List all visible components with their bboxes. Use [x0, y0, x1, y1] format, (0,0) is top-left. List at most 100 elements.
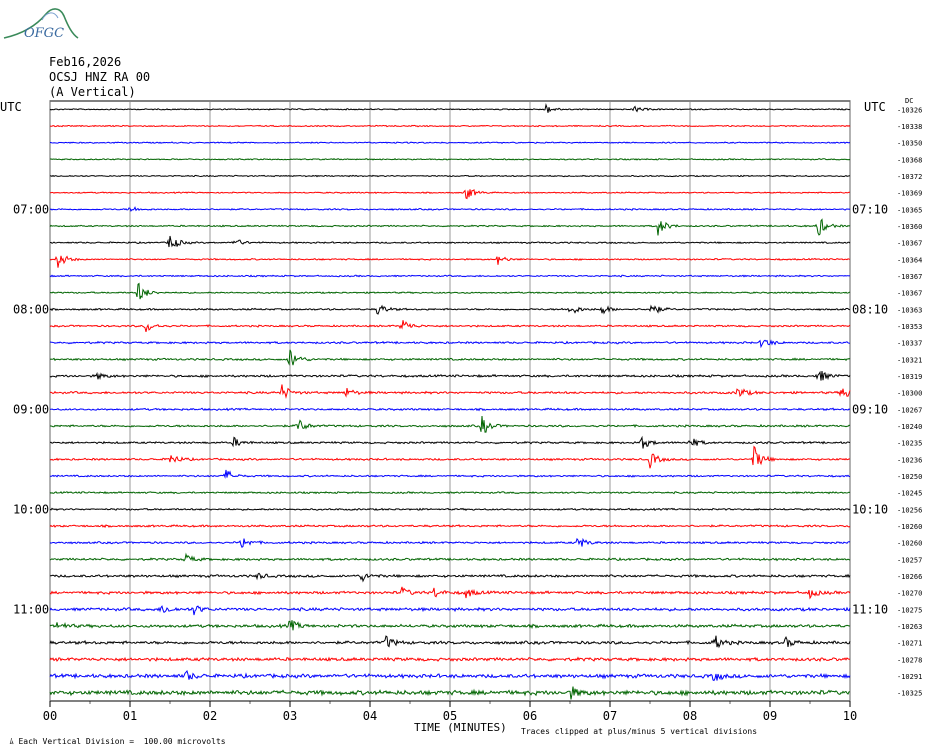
x-tick-label-09: 09: [763, 709, 777, 723]
trace-row-28: [49, 572, 851, 583]
logo-text: OFGC: [24, 26, 65, 41]
dc-offset-label-3: -10368: [897, 156, 922, 164]
dc-offset-label-29: -10270: [897, 590, 922, 598]
trace-row-10: [49, 274, 851, 278]
left-time-label-09:00: 09:00: [13, 402, 49, 416]
dc-offset-label-34: -10291: [897, 673, 922, 681]
trace-row-8: [49, 235, 851, 248]
trace-row-21: [49, 445, 851, 469]
trace-row-34: [49, 669, 851, 682]
chart-date: Feb16,2026: [49, 55, 122, 69]
trace-row-3: [49, 158, 851, 161]
right-utc-label: UTC: [864, 100, 886, 114]
left-utc-label: UTC: [0, 100, 22, 114]
x-tick-label-03: 03: [283, 709, 297, 723]
x-tick-label-02: 02: [203, 709, 217, 723]
station-logo: OFGC: [2, 4, 80, 46]
dc-offset-label-17: -10300: [897, 390, 922, 398]
trace-row-17: [49, 384, 851, 399]
station-code: OCSJ HNZ RA 00: [49, 70, 151, 84]
dc-offset-label-21: -10236: [897, 456, 922, 464]
dc-offset-label-19: -10240: [897, 423, 922, 431]
trace-row-12: [49, 304, 851, 315]
right-time-label-10:10: 10:10: [852, 502, 888, 516]
dc-offset-label-13: -10353: [897, 323, 922, 331]
dc-offset-label-8: -10367: [897, 240, 922, 248]
trace-row-2: [49, 141, 851, 144]
dc-offset-label-9: -10364: [897, 256, 922, 264]
trace-row-14: [49, 339, 851, 349]
dc-offset-label-1: -10338: [897, 123, 922, 131]
trace-row-30: [49, 605, 851, 616]
trace-row-35: [49, 686, 851, 700]
dc-offset-label-11: -10367: [897, 290, 922, 298]
trace-row-16: [49, 370, 851, 381]
x-tick-label-06: 06: [523, 709, 537, 723]
dc-offset-label-12: -10363: [897, 306, 922, 314]
dc-offset-label-5: -10369: [897, 190, 922, 198]
trace-row-7: [49, 218, 851, 236]
dc-offset-label-18: -10267: [897, 406, 922, 414]
x-tick-label-04: 04: [363, 709, 377, 723]
right-time-label-07:10: 07:10: [852, 202, 888, 216]
dc-offset-label-23: -10245: [897, 490, 922, 498]
trace-row-11: [49, 282, 851, 300]
dc-offset-label-6: -10365: [897, 206, 922, 214]
trace-row-18: [49, 407, 851, 412]
left-time-label-08:00: 08:00: [13, 302, 49, 316]
left-time-label-11:00: 11:00: [13, 602, 49, 616]
trace-row-33: [49, 656, 851, 663]
trace-row-24: [49, 507, 851, 512]
trace-row-9: [49, 255, 851, 268]
x-axis-title: TIME (MINUTES): [414, 721, 507, 734]
dc-offset-label-10: -10367: [897, 273, 922, 281]
x-tick-label-05: 05: [443, 709, 457, 723]
trace-row-15: [49, 349, 851, 366]
trace-row-13: [49, 320, 851, 333]
dc-marker: DC: [905, 97, 914, 105]
trace-row-1: [49, 124, 851, 128]
dc-offset-label-20: -10235: [897, 440, 922, 448]
dc-offset-label-31: -10263: [897, 623, 922, 631]
trace-row-5: [49, 189, 850, 200]
dc-offset-label-16: -10319: [897, 373, 922, 381]
trace-row-25: [49, 524, 851, 529]
dc-offset-label-15: -10321: [897, 356, 922, 364]
trace-row-31: [49, 620, 851, 631]
dc-offset-label-2: -10350: [897, 140, 922, 148]
trace-row-29: [49, 586, 851, 600]
dc-offset-label-32: -10271: [897, 640, 922, 648]
component-label: (A Vertical): [49, 85, 136, 99]
scale-note: ﾑ Each Vertical Division = 100.00 microv…: [0, 727, 226, 747]
trace-row-23: [49, 491, 851, 495]
left-time-label-10:00: 10:00: [13, 502, 49, 516]
dc-offset-label-0: -10326: [897, 106, 922, 114]
trace-row-32: [49, 635, 851, 649]
right-time-label-11:10: 11:10: [852, 602, 888, 616]
trace-row-27: [49, 552, 851, 562]
trace-row-6: [49, 206, 851, 212]
dc-offset-label-33: -10278: [897, 656, 922, 664]
dc-offset-label-14: -10337: [897, 340, 922, 348]
dc-offset-label-22: -10250: [897, 473, 922, 481]
dc-offset-label-26: -10260: [897, 540, 922, 548]
x-tick-label-10: 10: [843, 709, 857, 723]
right-time-label-08:10: 08:10: [852, 302, 888, 316]
clip-note: Traces clipped at plus/minus 5 vertical …: [521, 727, 758, 736]
trace-row-19: [49, 415, 851, 433]
trace-row-26: [49, 537, 851, 548]
mountain-logo-icon: [3, 8, 79, 39]
dc-offset-label-4: -10372: [897, 173, 922, 181]
dc-offset-label-27: -10257: [897, 556, 922, 564]
dc-offset-label-28: -10266: [897, 573, 922, 581]
trace-row-22: [49, 469, 851, 479]
dc-offset-label-35: -10325: [897, 690, 922, 698]
x-tick-label-07: 07: [603, 709, 617, 723]
dc-offset-label-25: -10260: [897, 523, 922, 531]
trace-row-20: [49, 435, 851, 449]
trace-row-4: [49, 174, 851, 178]
left-time-label-07:00: 07:00: [13, 202, 49, 216]
trace-row-0: [49, 102, 851, 113]
x-tick-label-08: 08: [683, 709, 697, 723]
